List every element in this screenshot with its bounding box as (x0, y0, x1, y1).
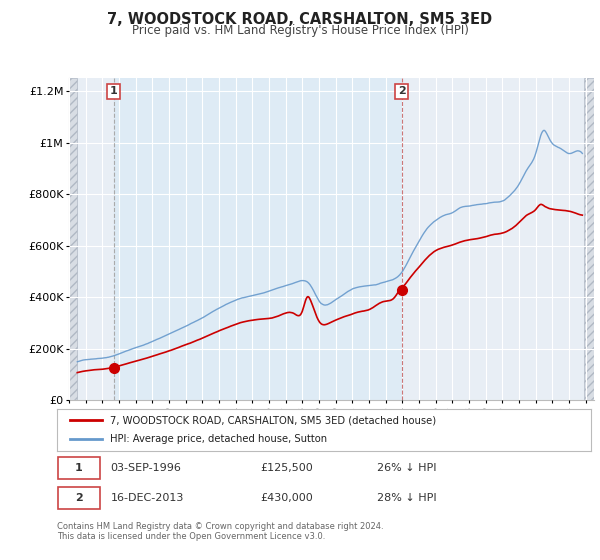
Text: 1: 1 (110, 86, 118, 96)
Bar (113, 78, 401, 400)
Text: 03-SEP-1996: 03-SEP-1996 (110, 463, 181, 473)
Text: Price paid vs. HM Land Registry's House Price Index (HPI): Price paid vs. HM Land Registry's House … (131, 24, 469, 36)
Text: HPI: Average price, detached house, Sutton: HPI: Average price, detached house, Sutt… (110, 435, 328, 445)
Text: £125,500: £125,500 (260, 463, 313, 473)
Text: 26% ↓ HPI: 26% ↓ HPI (377, 463, 437, 473)
FancyBboxPatch shape (58, 458, 100, 479)
Text: 16-DEC-2013: 16-DEC-2013 (110, 493, 184, 503)
Text: 28% ↓ HPI: 28% ↓ HPI (377, 493, 437, 503)
Text: 2: 2 (75, 493, 83, 503)
Bar (584, 78, 594, 400)
Text: 7, WOODSTOCK ROAD, CARSHALTON, SM5 3ED: 7, WOODSTOCK ROAD, CARSHALTON, SM5 3ED (107, 12, 493, 27)
Bar (69, 78, 77, 400)
Text: 7, WOODSTOCK ROAD, CARSHALTON, SM5 3ED (detached house): 7, WOODSTOCK ROAD, CARSHALTON, SM5 3ED (… (110, 415, 437, 425)
Text: £430,000: £430,000 (260, 493, 313, 503)
Text: Contains HM Land Registry data © Crown copyright and database right 2024.
This d: Contains HM Land Registry data © Crown c… (57, 522, 383, 542)
Text: 2: 2 (398, 86, 406, 96)
FancyBboxPatch shape (58, 487, 100, 508)
Text: 1: 1 (75, 463, 83, 473)
